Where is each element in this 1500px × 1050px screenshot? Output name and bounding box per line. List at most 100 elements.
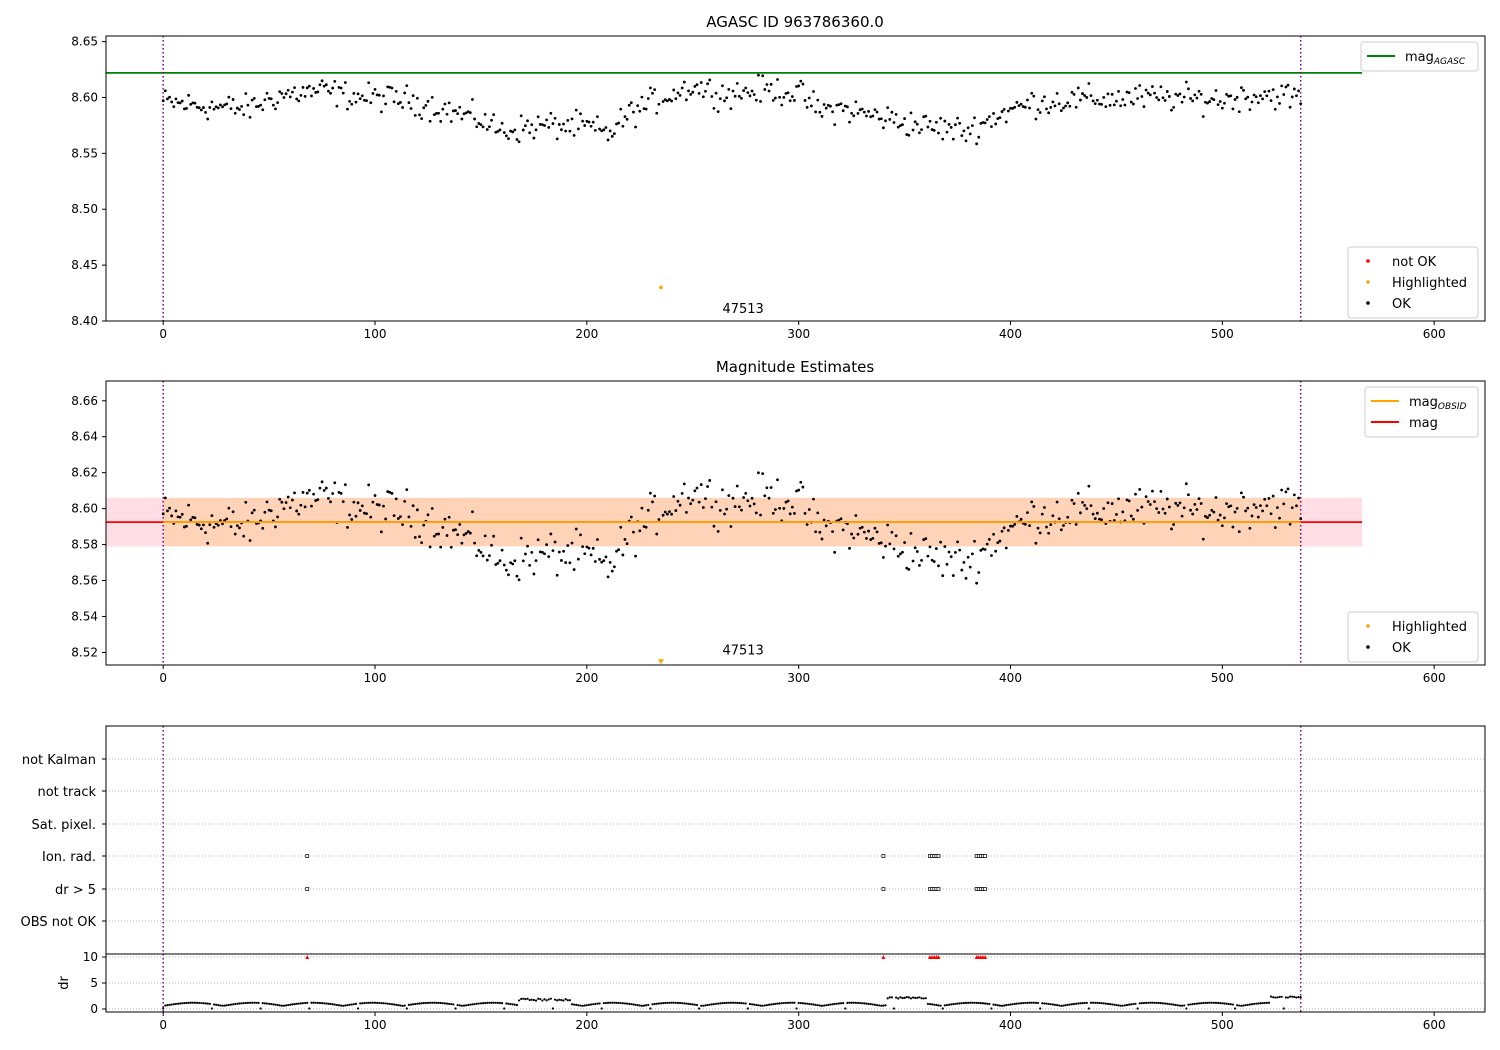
ok-point: [909, 111, 913, 115]
dr-point: [981, 1002, 985, 1005]
dr-point: [1121, 1004, 1124, 1007]
ok-point: [415, 96, 419, 100]
dr-point: [979, 1002, 982, 1005]
ok-point: [227, 95, 231, 99]
dr-point: [263, 1002, 266, 1005]
ok-point: [189, 518, 193, 522]
ok-point: [271, 103, 275, 107]
ok-point: [331, 492, 335, 495]
ok-point: [1125, 498, 1129, 502]
ok-point: [1028, 524, 1031, 528]
ok-point: [610, 134, 614, 138]
dr-point: [380, 1001, 383, 1005]
ok-point: [786, 91, 790, 95]
flag-category-label: OBS not OK: [21, 915, 97, 930]
ok-point: [913, 546, 917, 550]
ok-point: [998, 539, 1002, 543]
ok-point: [797, 84, 801, 88]
dr-point: [520, 997, 523, 1001]
ok-point: [714, 500, 718, 504]
dr-point: [746, 1007, 749, 1010]
ok-point: [458, 523, 462, 526]
ok-point: [617, 548, 621, 552]
dr-point: [231, 1003, 235, 1006]
ok-point: [269, 97, 273, 101]
dr-point: [774, 1002, 777, 1005]
dr-point: [664, 1001, 667, 1005]
ok-point: [625, 542, 629, 546]
dr-point: [988, 1002, 991, 1006]
ok-point: [422, 523, 426, 527]
dr-point: [977, 1001, 980, 1005]
dr-point: [738, 1001, 741, 1005]
ok-point: [233, 111, 237, 115]
dr-point: [1034, 1001, 1038, 1004]
dr-point: [265, 1002, 269, 1005]
legend-label: Highlighted: [1392, 276, 1467, 291]
ok-point: [1059, 109, 1063, 113]
ok-point: [1142, 105, 1146, 108]
ok-point: [941, 574, 945, 578]
y-tick-label: 8.62: [71, 466, 98, 480]
ok-point: [214, 105, 218, 109]
dr-point: [1244, 1004, 1247, 1007]
dr-point: [299, 1002, 302, 1005]
dr-point: [1153, 1001, 1156, 1004]
ok-point: [1227, 94, 1231, 98]
ok-point: [1068, 104, 1072, 108]
ok-point: [873, 526, 877, 530]
ok-point: [206, 117, 210, 121]
ok-point: [464, 531, 468, 535]
ok-point: [608, 561, 612, 564]
ok-point: [549, 532, 553, 536]
dr-point: [695, 1003, 699, 1007]
ok-point: [845, 105, 849, 109]
ok-point: [998, 116, 1002, 120]
dr-point: [1202, 1001, 1205, 1005]
ok-point: [1195, 508, 1199, 511]
dr-point: [200, 1001, 203, 1005]
dr-point: [405, 1007, 408, 1010]
ok-point: [1144, 495, 1148, 499]
dr-point: [956, 1002, 959, 1005]
ok-point: [259, 103, 263, 107]
ok-point: [246, 103, 250, 107]
flag-category-label: not track: [37, 785, 96, 800]
ok-point: [379, 530, 383, 534]
dr-point: [541, 999, 544, 1002]
ok-point: [790, 505, 794, 509]
dr-point: [888, 996, 891, 999]
ok-point: [1047, 531, 1051, 535]
ok-point: [471, 510, 474, 514]
ok-point: [225, 517, 229, 521]
ok-point: [958, 548, 962, 552]
ok-point: [676, 499, 680, 503]
dr-point: [640, 1004, 644, 1007]
dr-point: [494, 1001, 497, 1004]
dr-point: [246, 1001, 250, 1004]
ok-point: [691, 90, 695, 94]
ok-point: [968, 132, 972, 136]
ok-point: [1233, 510, 1237, 514]
ok-point: [854, 514, 858, 517]
ok-point: [178, 101, 182, 105]
dr-point: [172, 1003, 175, 1006]
ok-point: [1038, 111, 1042, 114]
ok-point: [1214, 89, 1218, 92]
ok-point: [324, 83, 328, 87]
ok-point: [814, 110, 818, 114]
dr-point: [526, 997, 529, 1000]
ok-point: [591, 546, 595, 550]
ok-point: [235, 524, 239, 528]
ok-point: [515, 574, 519, 578]
dr-point: [515, 1003, 519, 1007]
ok-point: [572, 568, 576, 571]
ok-point: [922, 538, 926, 542]
ok-point: [1259, 94, 1262, 97]
ok-point: [420, 117, 424, 121]
ok-point: [1057, 102, 1061, 106]
dr-point: [712, 1002, 716, 1006]
ok-point: [1248, 108, 1252, 112]
dr-point: [1119, 1004, 1122, 1007]
dr-point: [509, 1002, 512, 1006]
